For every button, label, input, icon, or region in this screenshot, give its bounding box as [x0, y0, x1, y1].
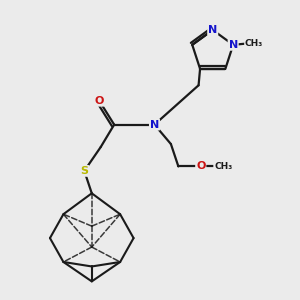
Text: S: S: [80, 166, 88, 176]
Text: N: N: [150, 120, 159, 130]
Text: O: O: [94, 96, 104, 106]
Text: CH₃: CH₃: [214, 162, 232, 171]
Text: N: N: [208, 25, 217, 35]
Text: CH₃: CH₃: [245, 39, 263, 48]
Text: N: N: [229, 40, 238, 50]
Text: O: O: [196, 161, 206, 171]
